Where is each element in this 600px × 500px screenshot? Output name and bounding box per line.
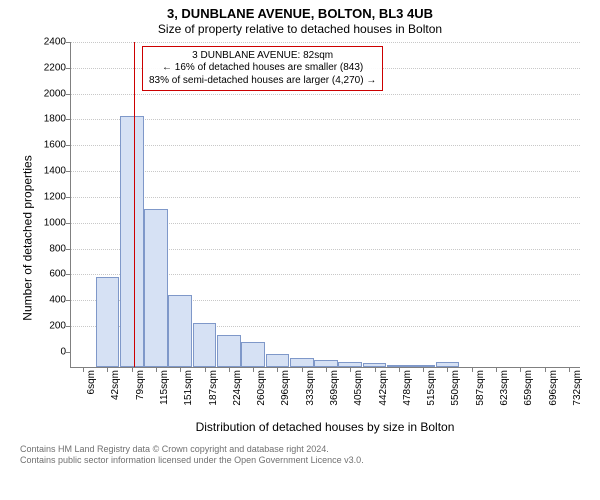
- grid-line: [71, 171, 580, 172]
- x-tick-label: 79sqm: [135, 370, 146, 400]
- footer-line-1: Contains HM Land Registry data © Crown c…: [20, 444, 590, 455]
- annotation-line: ← 16% of detached houses are smaller (84…: [149, 62, 376, 75]
- y-tick-mark: [66, 197, 71, 198]
- y-tick-mark: [66, 300, 71, 301]
- y-axis-label-wrap: Number of detached properties: [20, 42, 36, 434]
- x-tick-label: 442sqm: [378, 370, 389, 406]
- x-tick-label: 478sqm: [402, 370, 413, 406]
- x-tick-label: 587sqm: [475, 370, 486, 406]
- histogram-bar: [96, 277, 120, 367]
- x-tick-label: 515sqm: [426, 370, 437, 406]
- x-axis-label: Distribution of detached houses by size …: [70, 420, 580, 434]
- y-tick-mark: [66, 274, 71, 275]
- x-tick-label: 405sqm: [353, 370, 364, 406]
- y-tick-mark: [66, 119, 71, 120]
- y-tick-label: 2200: [44, 62, 66, 73]
- y-tick-label: 600: [49, 269, 66, 280]
- y-tick-mark: [66, 145, 71, 146]
- histogram-bar: [314, 360, 338, 367]
- y-tick-label: 800: [49, 243, 66, 254]
- grid-line: [71, 145, 580, 146]
- plot-area: 3 DUNBLANE AVENUE: 82sqm← 16% of detache…: [70, 42, 580, 368]
- x-tick-label: 550sqm: [450, 370, 461, 406]
- y-tick-label: 1200: [44, 191, 66, 202]
- x-tick-label: 260sqm: [256, 370, 267, 406]
- y-tick-label: 1400: [44, 166, 66, 177]
- x-tick-label: 659sqm: [523, 370, 534, 406]
- y-tick-mark: [66, 249, 71, 250]
- y-axis-ticks: 0200400600800100012001400160018002000220…: [36, 42, 70, 434]
- reference-line: [134, 42, 135, 367]
- y-tick-mark: [66, 42, 71, 43]
- x-tick-label: 224sqm: [232, 370, 243, 406]
- histogram-bar: [241, 342, 265, 367]
- x-tick-label: 151sqm: [183, 370, 194, 406]
- x-tick-label: 696sqm: [548, 370, 559, 406]
- chart-page: 3, DUNBLANE AVENUE, BOLTON, BL3 4UB Size…: [0, 0, 600, 500]
- grid-line: [71, 94, 580, 95]
- y-tick-label: 1000: [44, 217, 66, 228]
- y-tick-mark: [66, 326, 71, 327]
- plot-outer: 3 DUNBLANE AVENUE: 82sqm← 16% of detache…: [70, 42, 580, 434]
- x-tick-label: 732sqm: [572, 370, 583, 406]
- histogram-bar: [266, 354, 290, 367]
- page-title: 3, DUNBLANE AVENUE, BOLTON, BL3 4UB: [10, 6, 590, 22]
- y-tick-mark: [66, 68, 71, 69]
- y-tick-label: 200: [49, 321, 66, 332]
- histogram-bar: [217, 335, 241, 367]
- x-tick-label: 42sqm: [110, 370, 121, 400]
- x-tick-label: 115sqm: [159, 370, 170, 405]
- x-tick-label: 187sqm: [208, 370, 219, 406]
- x-tick-label: 369sqm: [329, 370, 340, 406]
- y-tick-label: 2000: [44, 88, 66, 99]
- y-tick-mark: [66, 352, 71, 353]
- y-tick-label: 1800: [44, 114, 66, 125]
- x-tick-label: 6sqm: [86, 370, 97, 394]
- y-tick-label: 1600: [44, 140, 66, 151]
- annotation-line: 83% of semi-detached houses are larger (…: [149, 75, 376, 88]
- histogram-bar: [290, 358, 314, 367]
- page-subtitle: Size of property relative to detached ho…: [10, 22, 590, 36]
- x-tick-label: 333sqm: [305, 370, 316, 406]
- y-tick-mark: [66, 171, 71, 172]
- chart-wrap: Number of detached properties 0200400600…: [20, 42, 580, 434]
- x-tick-label: 623sqm: [499, 370, 510, 406]
- histogram-bar: [193, 323, 217, 367]
- histogram-bar: [168, 295, 192, 367]
- annotation-box: 3 DUNBLANE AVENUE: 82sqm← 16% of detache…: [142, 46, 383, 92]
- grid-line: [71, 197, 580, 198]
- y-tick-label: 2400: [44, 36, 66, 47]
- footer: Contains HM Land Registry data © Crown c…: [20, 444, 590, 467]
- y-axis-label: Number of detached properties: [21, 155, 35, 320]
- histogram-bar: [144, 209, 168, 367]
- y-tick-mark: [66, 94, 71, 95]
- y-tick-mark: [66, 223, 71, 224]
- x-axis-ticks: 6sqm 42sqm 79sqm 115sqm 151sqm 187sqm 224sqm 26…: [70, 368, 580, 418]
- histogram-bar: [120, 116, 144, 367]
- x-tick-label: 296sqm: [280, 370, 291, 406]
- annotation-line: 3 DUNBLANE AVENUE: 82sqm: [149, 50, 376, 63]
- grid-line: [71, 42, 580, 43]
- grid-line: [71, 119, 580, 120]
- y-tick-label: 400: [49, 295, 66, 306]
- footer-line-2: Contains public sector information licen…: [20, 455, 590, 466]
